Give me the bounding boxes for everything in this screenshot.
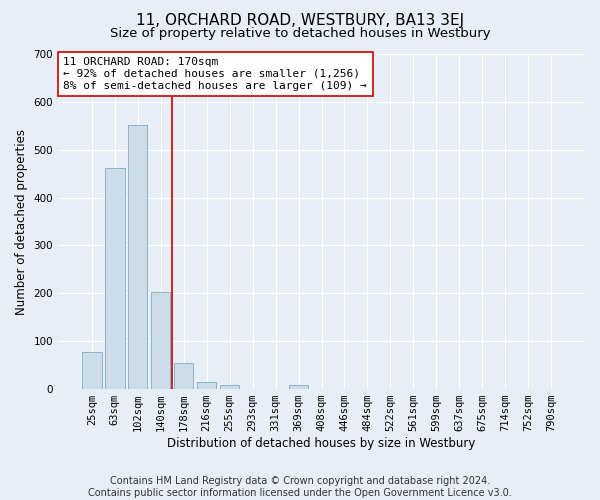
Text: Contains HM Land Registry data © Crown copyright and database right 2024.
Contai: Contains HM Land Registry data © Crown c…: [88, 476, 512, 498]
Bar: [174, 363, 193, 389]
Bar: [197, 382, 217, 389]
Bar: [105, 168, 125, 389]
Y-axis label: Number of detached properties: Number of detached properties: [15, 128, 28, 314]
Bar: [82, 352, 101, 389]
Bar: [289, 386, 308, 389]
X-axis label: Distribution of detached houses by size in Westbury: Distribution of detached houses by size …: [167, 437, 476, 450]
Bar: [220, 386, 239, 389]
Bar: [128, 126, 148, 389]
Text: 11, ORCHARD ROAD, WESTBURY, BA13 3EJ: 11, ORCHARD ROAD, WESTBURY, BA13 3EJ: [136, 12, 464, 28]
Text: 11 ORCHARD ROAD: 170sqm
← 92% of detached houses are smaller (1,256)
8% of semi-: 11 ORCHARD ROAD: 170sqm ← 92% of detache…: [64, 58, 367, 90]
Bar: [151, 292, 170, 389]
Text: Size of property relative to detached houses in Westbury: Size of property relative to detached ho…: [110, 28, 490, 40]
